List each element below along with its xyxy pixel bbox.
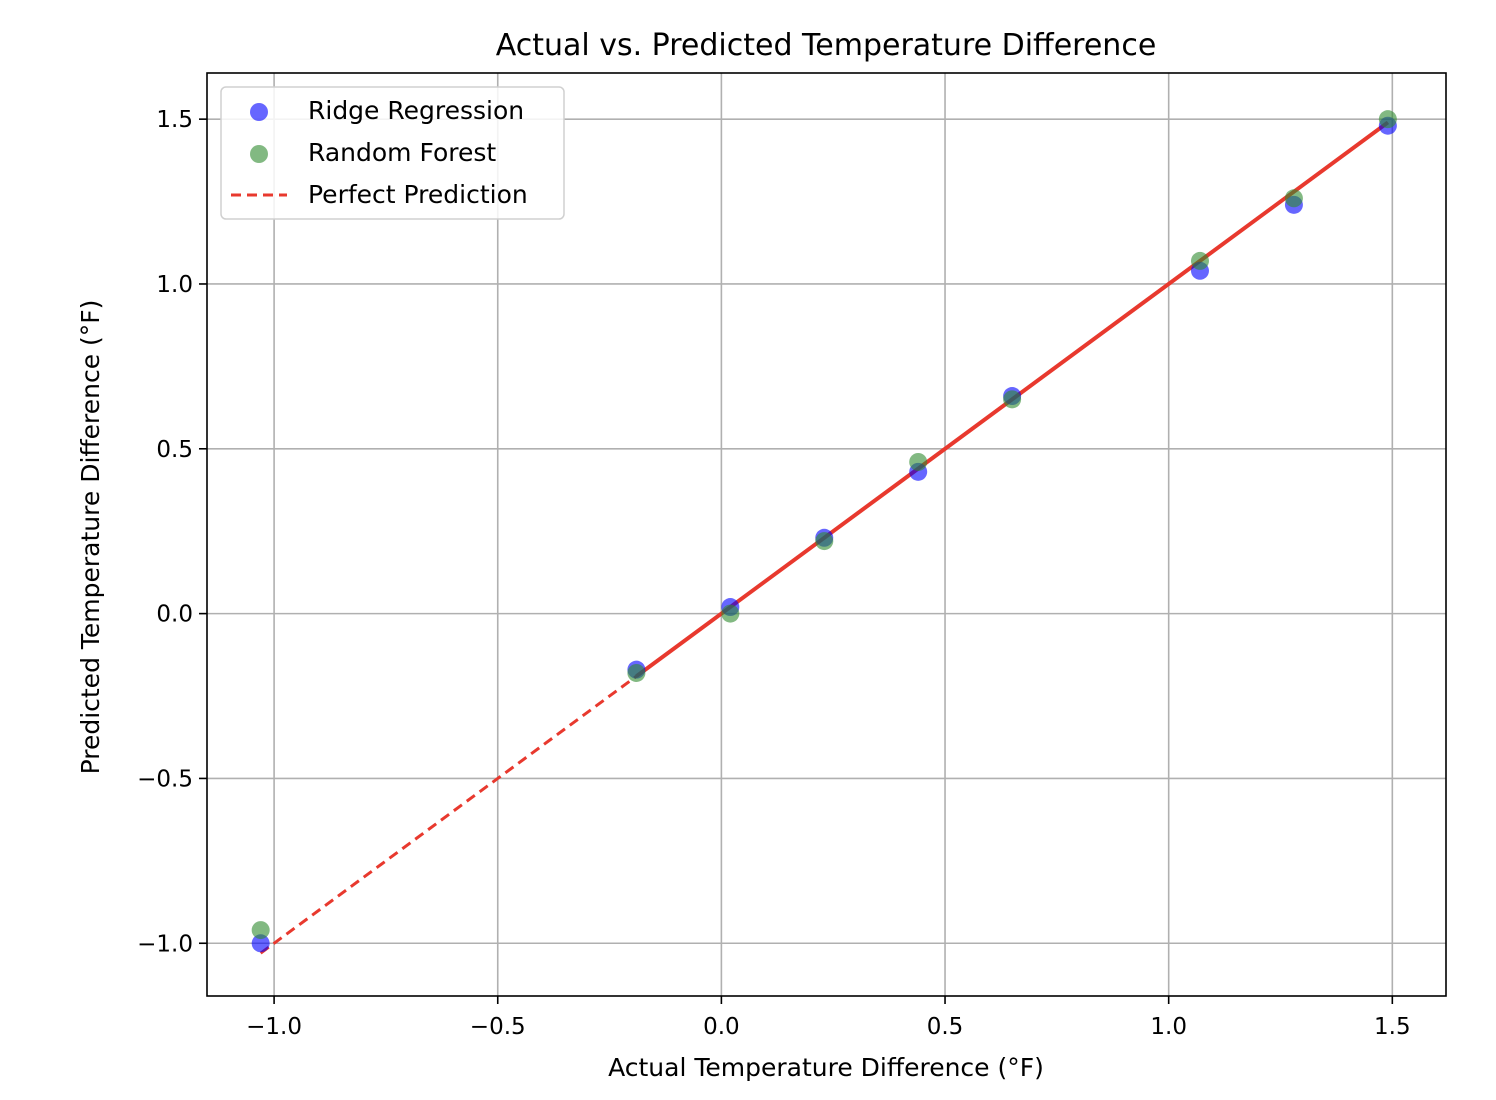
y-tick-label: 0.5 xyxy=(156,437,193,463)
ridge-point xyxy=(251,934,270,953)
x-axis-label: Actual Temperature Difference (°F) xyxy=(608,1053,1044,1082)
plot-frame xyxy=(206,72,1447,997)
y-tick-label: 1.0 xyxy=(156,272,193,298)
legend-label-ridge: Ridge Regression xyxy=(308,96,524,125)
x-tick-label: −1.0 xyxy=(246,1014,302,1040)
y-tick-label: 1.5 xyxy=(156,107,193,133)
y-tick-label: −0.5 xyxy=(137,766,193,792)
legend-swatch-forest xyxy=(250,145,268,163)
legend-box xyxy=(220,86,565,220)
x-tick-label: 0.0 xyxy=(703,1014,740,1040)
y-axis-label: Predicted Temperature Difference (°F) xyxy=(76,300,105,775)
forest-point xyxy=(909,452,928,471)
x-tick-label: 1.0 xyxy=(1150,1014,1187,1040)
forest-point xyxy=(721,604,740,623)
y-axis-ticks: −1.0 −0.5 0.0 0.5 1.0 1.5 xyxy=(137,107,207,957)
chart-title: Actual vs. Predicted Temperature Differe… xyxy=(496,28,1157,63)
forest-point xyxy=(1378,110,1397,129)
forest-point xyxy=(1284,189,1303,208)
x-tick-label: −0.5 xyxy=(470,1014,526,1040)
forest-point xyxy=(1190,251,1209,270)
forest-point xyxy=(1003,390,1022,409)
x-tick-label: 0.5 xyxy=(927,1014,964,1040)
legend-label-perfect: Perfect Prediction xyxy=(308,180,528,209)
legend: Ridge Regression Random Forest Perfect P… xyxy=(220,86,565,220)
x-tick-label: 1.5 xyxy=(1374,1014,1411,1040)
data-points xyxy=(251,110,1397,953)
legend-swatch-ridge xyxy=(250,103,268,121)
forest-point xyxy=(251,921,270,940)
legend-label-forest: Random Forest xyxy=(308,138,496,167)
y-tick-label: 0.0 xyxy=(156,602,193,628)
perfect-prediction-dashed xyxy=(259,121,1389,955)
forest-point xyxy=(627,663,646,682)
forest-point xyxy=(815,532,834,551)
x-axis-ticks: −1.0 −0.5 0.0 0.5 1.0 1.5 xyxy=(246,996,1411,1040)
y-tick-label: −1.0 xyxy=(137,931,193,957)
